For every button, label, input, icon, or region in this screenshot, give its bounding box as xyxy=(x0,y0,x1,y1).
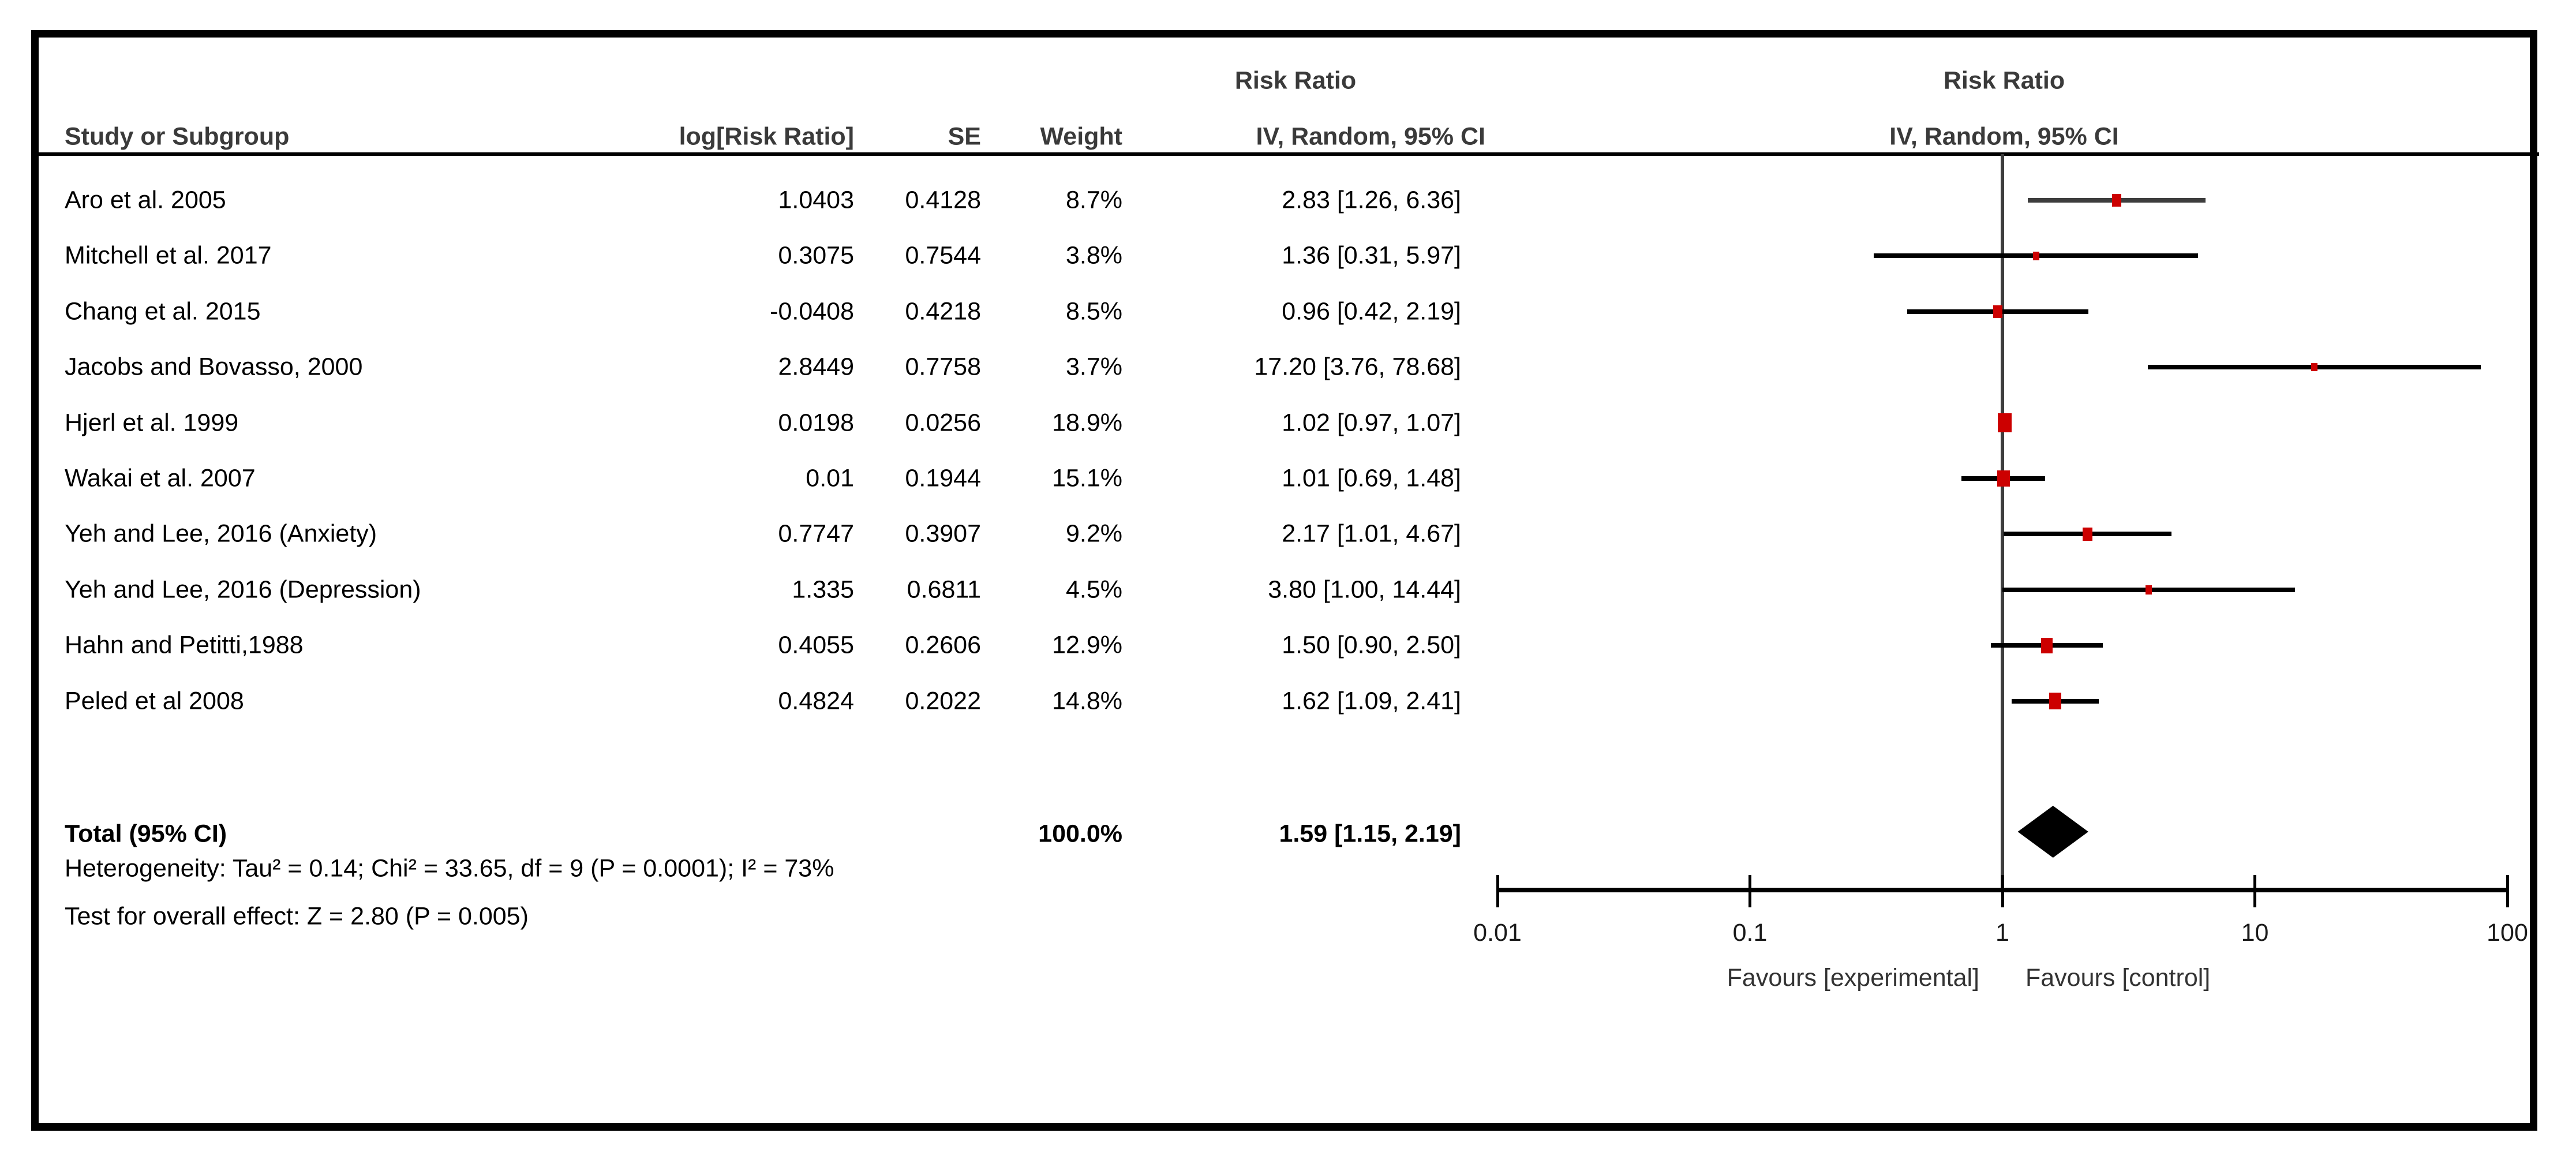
axis-tick xyxy=(1748,875,1751,907)
log-rr-value: 0.01 xyxy=(806,464,854,492)
se-value: 0.7544 xyxy=(905,241,981,270)
log-rr-value: 0.3075 xyxy=(778,241,854,270)
weight-value: 9.2% xyxy=(1065,519,1122,548)
weight-value: 14.8% xyxy=(1052,687,1122,715)
effect-marker xyxy=(2311,363,2317,372)
axis-tick-label: 0.1 xyxy=(1732,919,1768,947)
risk-ratio-heading-left: Risk Ratio xyxy=(1234,66,1357,95)
axis-tick-label: 0.01 xyxy=(1473,919,1522,947)
se-value: 0.7758 xyxy=(905,353,981,381)
axis-tick-label: 10 xyxy=(2241,919,2269,947)
se-value: 0.3907 xyxy=(905,519,981,548)
col-header-study: Study or Subgroup xyxy=(65,122,290,151)
null-line xyxy=(2001,154,2004,890)
figure-border xyxy=(31,30,2537,1131)
effect-marker xyxy=(2049,693,2062,709)
weight-value: 18.9% xyxy=(1052,409,1122,437)
log-rr-value: 1.335 xyxy=(792,575,854,604)
effect-marker xyxy=(1997,413,2012,432)
study-label: Wakai et al. 2007 xyxy=(65,464,256,492)
ci-value: 2.83 [1.26, 6.36] xyxy=(1282,186,1461,214)
favours-right-label: Favours [control] xyxy=(2025,964,2211,992)
weight-value: 4.5% xyxy=(1065,575,1122,604)
axis-tick xyxy=(2506,875,2509,907)
ci-value: 1.36 [0.31, 5.97] xyxy=(1282,241,1461,270)
se-value: 0.2022 xyxy=(905,687,981,715)
weight-value: 8.7% xyxy=(1065,186,1122,214)
study-label: Yeh and Lee, 2016 (Depression) xyxy=(65,575,421,604)
axis-tick xyxy=(2001,875,2004,907)
weight-value: 8.5% xyxy=(1065,297,1122,326)
ci-value: 1.62 [1.09, 2.41] xyxy=(1282,687,1461,715)
favours-left-label: Favours [experimental] xyxy=(1727,964,1979,992)
ci-value: 17.20 [3.76, 78.68] xyxy=(1254,353,1461,381)
log-rr-value: 0.0198 xyxy=(778,409,854,437)
axis-tick-label: 1 xyxy=(1995,919,2009,947)
axis-tick xyxy=(1496,875,1499,907)
log-rr-value: -0.0408 xyxy=(770,297,854,326)
study-label: Chang et al. 2015 xyxy=(65,297,261,326)
ci-value: 1.01 [0.69, 1.48] xyxy=(1282,464,1461,492)
log-rr-value: 0.4824 xyxy=(778,687,854,715)
ci-value: 1.02 [0.97, 1.07] xyxy=(1282,409,1461,437)
effect-marker xyxy=(2041,637,2053,653)
col-header-weight: Weight xyxy=(1040,122,1122,151)
effect-marker xyxy=(2145,585,2152,595)
log-rr-value: 1.0403 xyxy=(778,186,854,214)
col-header-ci-right: IV, Random, 95% CI xyxy=(1889,122,2119,151)
weight-value: 15.1% xyxy=(1052,464,1122,492)
axis-tick xyxy=(2253,875,2256,907)
header-underline xyxy=(35,152,2539,156)
col-header-ci: IV, Random, 95% CI xyxy=(1256,122,1485,151)
se-value: 0.1944 xyxy=(905,464,981,492)
effect-marker xyxy=(1993,305,2003,318)
study-label: Mitchell et al. 2017 xyxy=(65,241,272,270)
study-label: Peled et al 2008 xyxy=(65,687,244,715)
ci-value: 1.50 [0.90, 2.50] xyxy=(1282,631,1461,659)
ci-value: 0.96 [0.42, 2.19] xyxy=(1282,297,1461,326)
se-value: 0.6811 xyxy=(907,575,981,604)
effect-marker xyxy=(1997,470,2010,487)
risk-ratio-heading-right: Risk Ratio xyxy=(1943,66,2065,95)
se-value: 0.4218 xyxy=(905,297,981,326)
log-rr-value: 0.4055 xyxy=(778,631,854,659)
study-label: Aro et al. 2005 xyxy=(65,186,226,214)
study-label: Hahn and Petitti,1988 xyxy=(65,631,304,659)
se-value: 0.2606 xyxy=(905,631,981,659)
ci-value: 2.17 [1.01, 4.67] xyxy=(1282,519,1461,548)
effect-marker xyxy=(2082,528,2092,541)
effect-marker xyxy=(2033,252,2039,260)
total-weight: 100.0% xyxy=(1038,820,1122,848)
ci-value: 3.80 [1.00, 14.44] xyxy=(1268,575,1461,604)
total-ci: 1.59 [1.15, 2.19] xyxy=(1279,820,1461,848)
heterogeneity-text: Heterogeneity: Tau² = 0.14; Chi² = 33.65… xyxy=(65,854,834,883)
study-label: Jacobs and Bovasso, 2000 xyxy=(65,353,363,381)
log-rr-value: 2.8449 xyxy=(778,353,854,381)
total-label: Total (95% CI) xyxy=(65,820,227,848)
study-label: Yeh and Lee, 2016 (Anxiety) xyxy=(65,519,377,548)
weight-value: 3.8% xyxy=(1065,241,1122,270)
overall-effect-text: Test for overall effect: Z = 2.80 (P = 0… xyxy=(65,902,529,930)
log-rr-value: 0.7747 xyxy=(778,519,854,548)
col-header-log-risk-ratio: log[Risk Ratio] xyxy=(679,122,854,151)
weight-value: 3.7% xyxy=(1065,353,1122,381)
weight-value: 12.9% xyxy=(1052,631,1122,659)
study-label: Hjerl et al. 1999 xyxy=(65,409,239,437)
effect-marker xyxy=(2111,194,2121,207)
se-value: 0.4128 xyxy=(905,186,981,214)
se-value: 0.0256 xyxy=(905,409,981,437)
axis-tick-label: 100 xyxy=(2487,919,2528,947)
col-header-se: SE xyxy=(948,122,981,151)
